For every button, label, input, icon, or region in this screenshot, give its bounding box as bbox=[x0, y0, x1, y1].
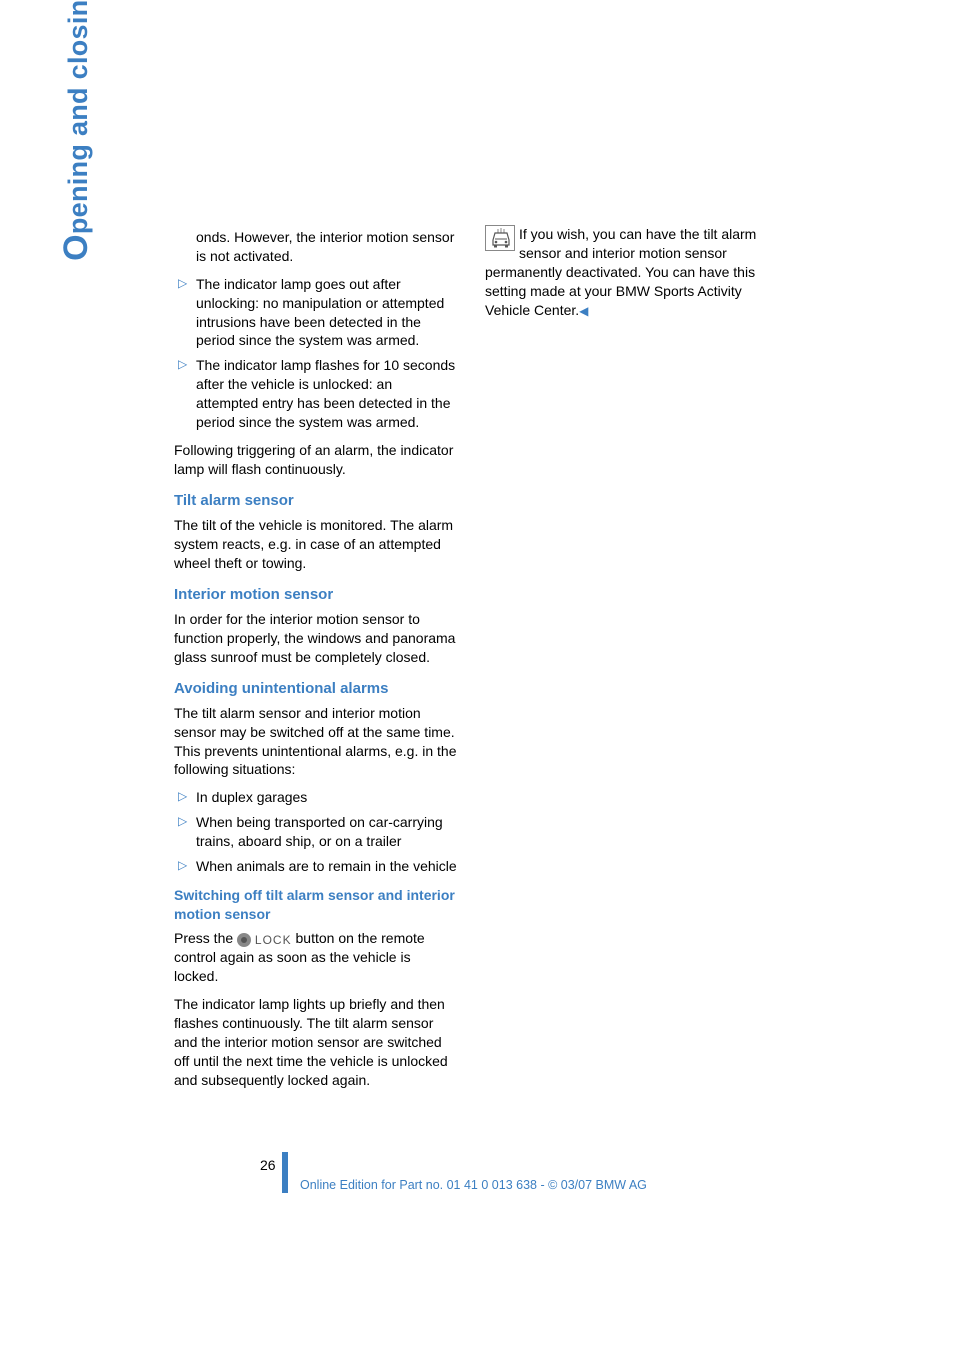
avoiding-list: In duplex garages When being transported… bbox=[174, 788, 457, 876]
intro-continuation: onds. However, the interior motion senso… bbox=[174, 228, 457, 266]
footer-edition-text: Online Edition for Part no. 01 41 0 013 … bbox=[300, 1177, 647, 1194]
list-item: The indicator lamp flashes for 10 second… bbox=[174, 356, 457, 432]
switching-heading: Switching off tilt alarm sensor and inte… bbox=[174, 886, 457, 924]
car-note-icon bbox=[485, 225, 515, 251]
list-item: When animals are to remain in the vehicl… bbox=[174, 857, 457, 876]
interior-heading: Interior motion sensor bbox=[174, 585, 457, 605]
list-item: In duplex garages bbox=[174, 788, 457, 807]
list-item: The indicator lamp goes out after unlock… bbox=[174, 275, 457, 351]
interior-para: In order for the interior motion sensor … bbox=[174, 610, 457, 667]
footer-accent-bar bbox=[282, 1152, 288, 1193]
note-box: If you wish, you can have the tilt alarm… bbox=[485, 225, 768, 319]
tilt-heading: Tilt alarm sensor bbox=[174, 491, 457, 511]
avoiding-heading: Avoiding unintentional alarms bbox=[174, 679, 457, 699]
press-pre-text: Press the bbox=[174, 930, 237, 946]
note-text: If you wish, you can have the tilt alarm… bbox=[485, 226, 756, 318]
page-container: Opening and closing onds. However, the i… bbox=[0, 0, 954, 1351]
switching-final-para: The indicator lamp lights up briefly and… bbox=[174, 995, 457, 1089]
left-column: onds. However, the interior motion senso… bbox=[174, 228, 457, 1099]
after-alarm-para: Following triggering of an alarm, the in… bbox=[174, 441, 457, 479]
section-tab-label: Opening and closing bbox=[54, 0, 100, 261]
lock-label: LOCK bbox=[255, 933, 292, 947]
button-circle-icon bbox=[237, 933, 251, 947]
indicator-lamp-list: The indicator lamp goes out after unlock… bbox=[174, 275, 457, 432]
press-button-para: Press the LOCK button on the remote cont… bbox=[174, 929, 457, 987]
right-column: If you wish, you can have the tilt alarm… bbox=[485, 225, 768, 319]
lock-button-graphic: LOCK bbox=[237, 930, 292, 949]
tab-first-letter: O bbox=[57, 234, 95, 261]
tab-rest: pening and closing bbox=[63, 0, 93, 234]
end-mark-icon: ◀ bbox=[579, 304, 588, 318]
page-number: 26 bbox=[260, 1156, 276, 1175]
tilt-para: The tilt of the vehicle is monitored. Th… bbox=[174, 516, 457, 573]
list-item: When being transported on car-carrying t… bbox=[174, 813, 457, 851]
avoiding-para: The tilt alarm sensor and interior motio… bbox=[174, 704, 457, 780]
